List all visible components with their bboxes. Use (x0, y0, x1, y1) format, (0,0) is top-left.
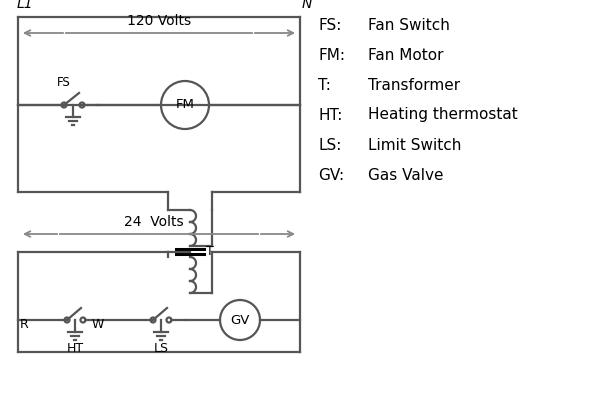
Text: 120 Volts: 120 Volts (127, 14, 191, 28)
Text: N: N (302, 0, 312, 11)
Text: GV: GV (230, 314, 250, 326)
Text: Fan Motor: Fan Motor (368, 48, 444, 62)
Text: Fan Switch: Fan Switch (368, 18, 450, 32)
Text: HT:: HT: (318, 108, 342, 122)
Text: Transformer: Transformer (368, 78, 460, 92)
Text: GV:: GV: (318, 168, 344, 182)
Text: R: R (19, 318, 28, 331)
Text: Heating thermostat: Heating thermostat (368, 108, 518, 122)
Text: L1: L1 (17, 0, 34, 11)
Text: W: W (92, 318, 104, 331)
Text: T: T (206, 245, 214, 258)
Text: HT: HT (67, 342, 84, 355)
Text: Limit Switch: Limit Switch (368, 138, 461, 152)
Text: 24  Volts: 24 Volts (124, 215, 184, 229)
Text: FM:: FM: (318, 48, 345, 62)
Text: LS:: LS: (318, 138, 342, 152)
Text: FS: FS (57, 76, 71, 89)
Text: FS:: FS: (318, 18, 342, 32)
Text: FM: FM (176, 98, 195, 112)
Text: Gas Valve: Gas Valve (368, 168, 444, 182)
Text: T:: T: (318, 78, 331, 92)
Text: LS: LS (153, 342, 169, 355)
